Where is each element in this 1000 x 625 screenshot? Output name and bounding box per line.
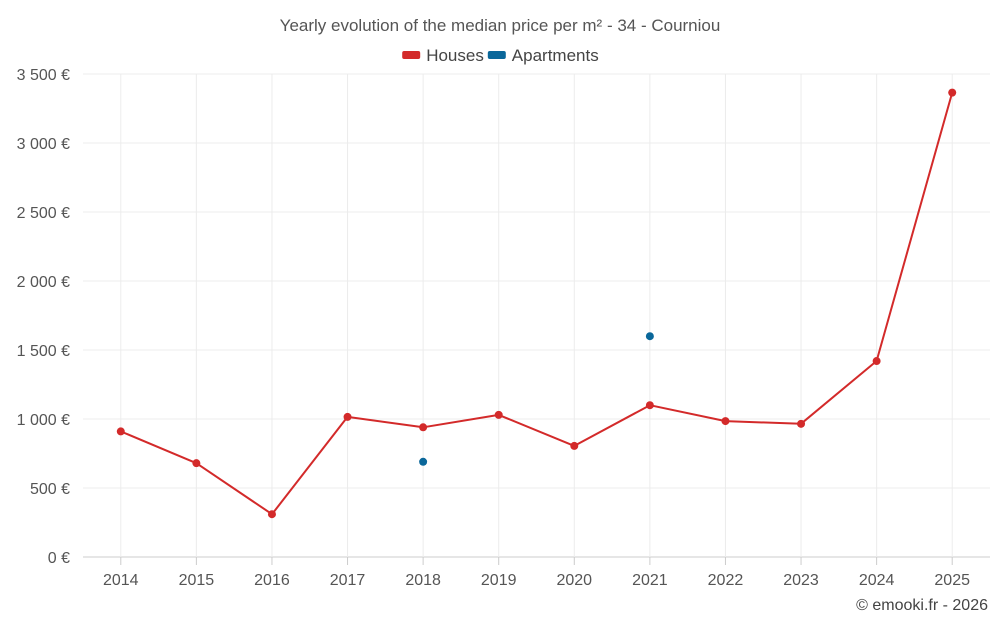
y-tick-label: 1 000 € <box>17 412 70 429</box>
data-point-houses-2015[interactable] <box>192 459 201 468</box>
chart-title: Yearly evolution of the median price per… <box>280 16 721 35</box>
credit-text: © emooki.fr - 2026 <box>856 597 988 614</box>
data-point-houses-2022[interactable] <box>721 417 730 426</box>
y-tick-label: 2 500 € <box>17 205 70 222</box>
data-point-houses-2021[interactable] <box>645 401 654 410</box>
x-tick-label: 2018 <box>405 572 441 589</box>
x-tick-label: 2019 <box>481 572 517 589</box>
data-point-houses-2024[interactable] <box>872 357 881 366</box>
y-tick-label: 3 000 € <box>17 136 70 153</box>
legend-swatch-houses[interactable] <box>402 51 421 59</box>
data-point-houses-2019[interactable] <box>494 410 503 419</box>
series-line-houses <box>120 92 954 516</box>
x-tick-label: 2017 <box>330 572 366 589</box>
legend-swatch-apartments[interactable] <box>487 51 506 59</box>
y-tick-label: 1 500 € <box>17 343 70 360</box>
legend-label-apartments[interactable]: Apartments <box>512 46 599 65</box>
legend-label-houses[interactable]: Houses <box>426 46 484 65</box>
data-point-houses-2023[interactable] <box>797 419 806 428</box>
data-point-houses-2025[interactable] <box>948 88 957 97</box>
data-point-houses-2018[interactable] <box>419 423 428 432</box>
x-tick-label: 2015 <box>179 572 215 589</box>
x-tick-label: 2020 <box>556 572 592 589</box>
x-tick-label: 2025 <box>934 572 970 589</box>
data-point-houses-2016[interactable] <box>267 510 276 519</box>
x-tick-label: 2021 <box>632 572 668 589</box>
x-tick-label: 2023 <box>783 572 819 589</box>
x-tick-label: 2024 <box>859 572 895 589</box>
data-point-houses-2014[interactable] <box>116 427 125 436</box>
data-point-houses-2020[interactable] <box>570 441 579 450</box>
x-tick-label: 2016 <box>254 572 290 589</box>
data-point-houses-2017[interactable] <box>343 412 352 421</box>
data-point-apartments-2018[interactable] <box>419 457 428 466</box>
y-tick-label: 2 000 € <box>17 274 70 291</box>
y-tick-label: 3 500 € <box>17 67 70 84</box>
y-tick-label: 0 € <box>48 550 70 567</box>
data-point-apartments-2021[interactable] <box>645 332 654 341</box>
x-tick-label: 2014 <box>103 572 139 589</box>
x-tick-label: 2022 <box>708 572 744 589</box>
y-tick-label: 500 € <box>30 481 70 498</box>
